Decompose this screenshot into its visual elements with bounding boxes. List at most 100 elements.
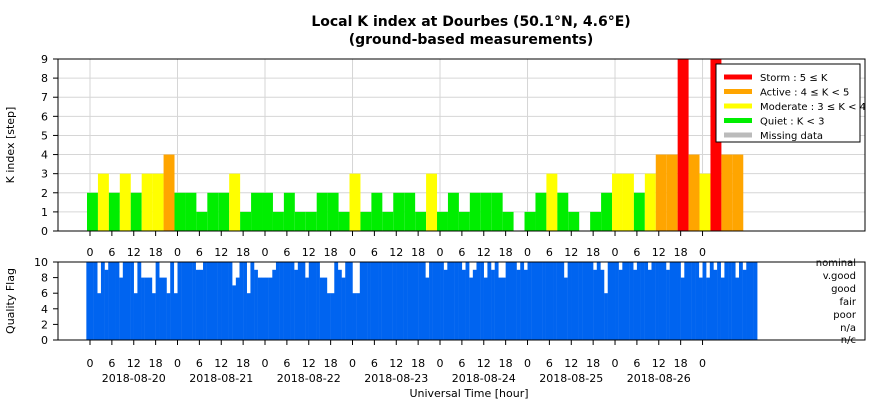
quality-bar xyxy=(534,262,539,340)
k-index-bar xyxy=(721,154,733,231)
quality-bar xyxy=(272,269,277,340)
quality-bar xyxy=(600,269,605,340)
k-index-bar xyxy=(644,173,656,231)
quality-bar xyxy=(622,262,627,340)
k-index-bar xyxy=(612,173,623,231)
k-index-x-ticks: 0 6 12 18 0 6 12 18 0 6 12 18 0 6 12 18 0 6 12 18 0 6 12 18 0 6 12… xyxy=(87,231,706,259)
x-tick-label: 0 xyxy=(699,357,706,370)
quality-bar xyxy=(166,293,171,340)
x-tick-label: 6 xyxy=(546,246,553,259)
quality-bar xyxy=(378,262,382,340)
x-tick-label: 12 xyxy=(389,246,403,259)
quality-bar xyxy=(578,262,583,340)
date-label: 2018-08-26 xyxy=(627,372,691,385)
k-index-bar xyxy=(699,173,711,231)
k-index-bar xyxy=(469,192,481,231)
k-index-bar xyxy=(196,211,208,231)
k-index-bar xyxy=(590,211,602,231)
quality-bar xyxy=(162,277,167,340)
quality-bar xyxy=(596,262,601,340)
quality-bar xyxy=(199,269,204,340)
quality-bar xyxy=(436,262,441,340)
quality-bar xyxy=(414,262,419,340)
legend-entry: Active : 4 ≤ K < 5 xyxy=(760,88,849,99)
quality-bar xyxy=(629,262,634,340)
quality-bar xyxy=(126,262,131,340)
x-tick-label: 18 xyxy=(324,357,338,370)
y-tick-label: 1 xyxy=(41,206,48,219)
quality-bar xyxy=(356,293,361,340)
quality-bar xyxy=(213,262,218,340)
quality-bar xyxy=(516,269,521,340)
x-tick-label: 18 xyxy=(674,246,688,259)
x-tick-label: 0 xyxy=(174,246,181,259)
x-tick-label: 18 xyxy=(499,357,513,370)
k-index-bar xyxy=(316,192,328,231)
quality-bar xyxy=(553,262,557,340)
date-label: 2018-08-23 xyxy=(364,372,428,385)
quality-bar xyxy=(527,262,532,340)
quality-bar xyxy=(151,293,156,340)
k-index-bar xyxy=(371,192,383,231)
k-index-bar xyxy=(710,59,722,231)
x-tick-label: 0 xyxy=(262,246,269,259)
x-axis-label: Universal Time [hour] xyxy=(409,387,528,400)
y-tick-label: 2 xyxy=(41,318,48,331)
x-tick-label: 12 xyxy=(564,246,578,259)
x-tick-label: 18 xyxy=(586,246,600,259)
k-index-bar xyxy=(163,154,175,231)
quality-bar xyxy=(724,262,729,340)
quality-bar xyxy=(542,262,546,340)
quality-bar xyxy=(749,262,754,340)
k-index-bar xyxy=(185,192,197,231)
x-tick-label: 0 xyxy=(437,246,444,259)
x-tick-label: 18 xyxy=(586,357,600,370)
quality-bar xyxy=(224,262,229,340)
quality-bar xyxy=(636,262,641,340)
quality-bar xyxy=(472,269,477,340)
k-index-bar xyxy=(360,211,372,231)
quality-bar xyxy=(367,262,371,340)
quality-flag-label: v.good xyxy=(823,271,856,282)
quality-bar xyxy=(746,262,751,340)
quality-bar xyxy=(523,269,528,340)
date-label: 2018-08-20 xyxy=(102,372,166,385)
quality-bar xyxy=(268,277,273,340)
k-index-bar xyxy=(404,192,416,231)
quality-bar xyxy=(662,262,667,340)
chart-title: Local K index at Dourbes (50.1°N, 4.6°E) xyxy=(311,14,630,30)
quality-bar xyxy=(308,262,313,340)
quality-bar xyxy=(465,262,470,340)
quality-bar xyxy=(210,262,215,340)
y-tick-label: 9 xyxy=(41,53,48,66)
quality-bar xyxy=(228,262,233,340)
quality-bar xyxy=(713,269,718,340)
x-tick-label: 0 xyxy=(349,357,356,370)
quality-bar xyxy=(410,262,415,340)
date-label: 2018-08-24 xyxy=(452,372,516,385)
quality-bar xyxy=(625,262,630,340)
quality-bar xyxy=(618,269,623,340)
quality-bar xyxy=(279,262,284,340)
x-tick-label: 12 xyxy=(127,246,141,259)
y-tick-label: 6 xyxy=(41,287,48,300)
quality-bar xyxy=(549,262,554,340)
x-tick-label: 18 xyxy=(149,246,163,259)
x-tick-label: 6 xyxy=(458,357,465,370)
x-tick-label: 12 xyxy=(302,357,316,370)
k-index-bar xyxy=(480,192,492,231)
quality-bar xyxy=(243,262,247,340)
k-index-bar xyxy=(458,211,470,231)
quality-bar xyxy=(316,262,320,340)
quality-bar xyxy=(538,262,543,340)
quality-bar xyxy=(388,262,393,340)
quality-bar xyxy=(509,262,514,340)
quality-bar xyxy=(717,262,721,340)
quality-bar xyxy=(447,262,452,340)
quality-bar xyxy=(381,262,386,340)
quality-bar xyxy=(235,277,240,340)
quality-bar xyxy=(574,262,579,340)
quality-bar xyxy=(330,293,335,340)
quality-bar xyxy=(731,262,736,340)
